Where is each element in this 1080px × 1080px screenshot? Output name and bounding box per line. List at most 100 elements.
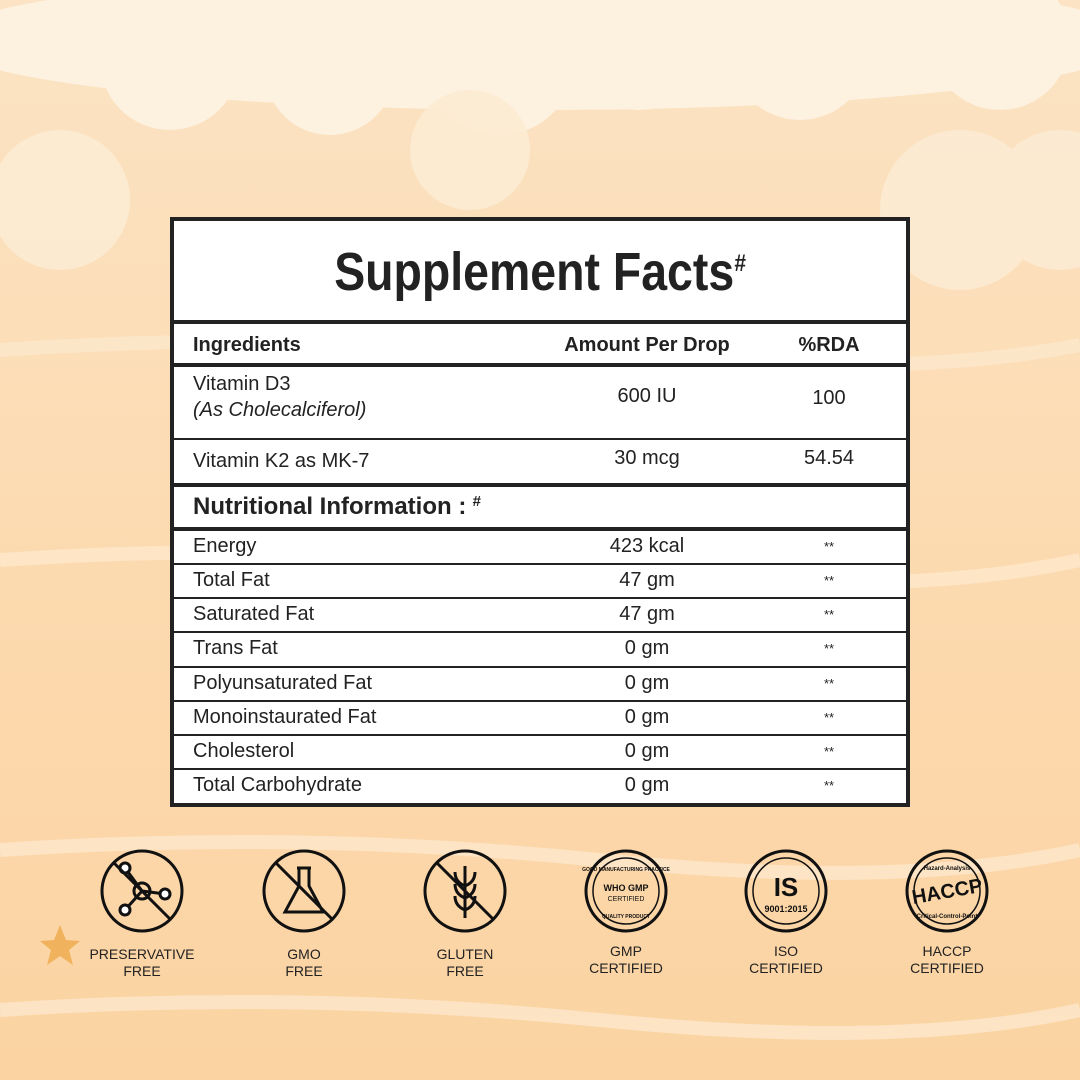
table-row: Monoinstaurated Fat 0 gm ** [174,700,906,734]
icon-shape [274,861,334,921]
cell: 600 IU [617,385,677,407]
badge-label: GLUTEN [436,946,494,962]
table-row: Ingredients Amount Per Drop %RDA [174,320,906,364]
cell: Vitamin K2 as MK-7 [193,450,370,472]
cell: ** [823,539,835,554]
cell: 54.54 [803,447,855,469]
cell: ** [823,710,835,725]
badge-text: CERTIFIED [608,896,645,903]
icon-shape [584,849,668,933]
badge-label: PRESERVATIVE [89,946,195,962]
cell: ** [823,641,835,656]
section-title-mark: # [472,493,481,510]
cell: Cholesterol [193,740,295,762]
cell: 0 gm [624,637,670,659]
cell: Trans Fat [193,637,278,659]
badge-icon: Hazard-Analysis HACCP Critical-Control-Poi… [905,849,989,933]
icon-shape [453,871,477,888]
badge-label: CERTIFIED [589,960,663,976]
cell: ** [823,744,835,759]
badge-text: GOOD MANUFACTURING PRACTICE [582,867,670,873]
icon-shape [905,849,989,933]
table-row: Vitamin K2 as MK-7 30 mcg 54.54 [174,438,906,483]
badge-text: Hazard-Analysis [924,866,971,872]
facts-table: Supplement Facts# Ingredients Amount Per … [170,217,910,807]
cell: 0 gm [624,740,670,762]
badge-text: 9001:2015 [764,904,807,914]
cell: %RDA [798,334,860,356]
icon-shape [282,866,326,914]
cell: Polyunsaturated Fat [193,672,372,694]
table-row: Cholesterol 0 gm ** [174,734,906,768]
cell: Energy [193,535,257,557]
table-row: Energy 423 kcal ** [174,527,906,563]
cell: ** [823,573,835,588]
table-row: Nutritional Information : # [174,483,906,527]
icon-shape [100,849,184,933]
icon-shape [112,861,172,921]
badge-icon: GOOD MANUFACTURING PRACTICE WHO GMP CERTIF… [582,849,671,933]
cell: Total Carbohydrate [193,774,362,796]
badge-label: ISO [773,943,799,959]
badge-text: QUALITY PRODUCT [602,914,650,920]
cell: 100 [812,387,846,409]
badge-text: HACCP [910,875,984,909]
title-text: Supplement Facts [334,242,735,302]
badge-label: FREE [285,963,323,979]
badge-icon [423,849,507,933]
badge-icon [100,849,184,933]
title: Supplement Facts# [225,241,855,303]
icon-shape [453,883,477,900]
badge-icon: IS 9001:2015 [744,849,828,933]
section-title: Nutritional Information : # [193,493,481,521]
cell: 0 gm [624,672,670,694]
cell: Vitamin D3 [193,373,291,395]
icon-shape [752,857,820,925]
cell: 47 gm [619,569,675,591]
table-row: Vitamin D3 (As Cholecalciferol) 600 IU 100 [174,363,906,438]
badge-label: FREE [123,963,161,979]
badge-label: CERTIFIED [910,960,984,976]
cell: 0 gm [624,774,670,796]
table-row: Total Fat 47 gm ** [174,563,906,597]
cell: Monoinstaurated Fat [193,706,377,728]
icon-shape [453,895,477,912]
title-mark: # [734,250,746,277]
cell: Total Fat [193,569,270,591]
cell: 0 gm [624,706,670,728]
cell: 30 mcg [614,447,680,469]
icon-shape [435,861,495,921]
cell: ** [823,778,835,793]
badge-text: IS [774,872,799,902]
icon-shape [158,887,172,901]
badge-label: FREE [446,963,484,979]
section-title-text: Nutritional Information : [193,493,467,520]
cell: Saturated Fat [193,603,315,625]
cell: 47 gm [619,603,675,625]
cell: Ingredients [193,334,301,356]
icon-shape [913,857,981,925]
icon-shape [262,849,346,933]
icon-shape [423,849,507,933]
table-row: Trans Fat 0 gm ** [174,631,906,666]
icon-shape [592,857,660,925]
cell: (As Cholecalciferol) [193,399,367,421]
table-row: Total Carbohydrate 0 gm ** [174,768,906,805]
badge-text: Critical-Control-Point [917,914,978,920]
table-row: Polyunsaturated Fat 0 gm ** [174,666,906,700]
badge-label: GMP [610,943,642,959]
cell: Amount Per Drop [564,334,730,356]
badge-icon [262,849,346,933]
icon-shape [744,849,828,933]
table-row: Saturated Fat 47 gm ** [174,597,906,631]
badge-label: HACCP [922,943,972,959]
cell: ** [823,607,835,622]
icon-shape [118,903,132,917]
cell: ** [823,676,835,691]
badge-text: WHO GMP [604,883,649,893]
badge-label: CERTIFIED [749,960,823,976]
cell: 423 kcal [609,535,685,557]
badge-label: GMO [287,946,321,962]
